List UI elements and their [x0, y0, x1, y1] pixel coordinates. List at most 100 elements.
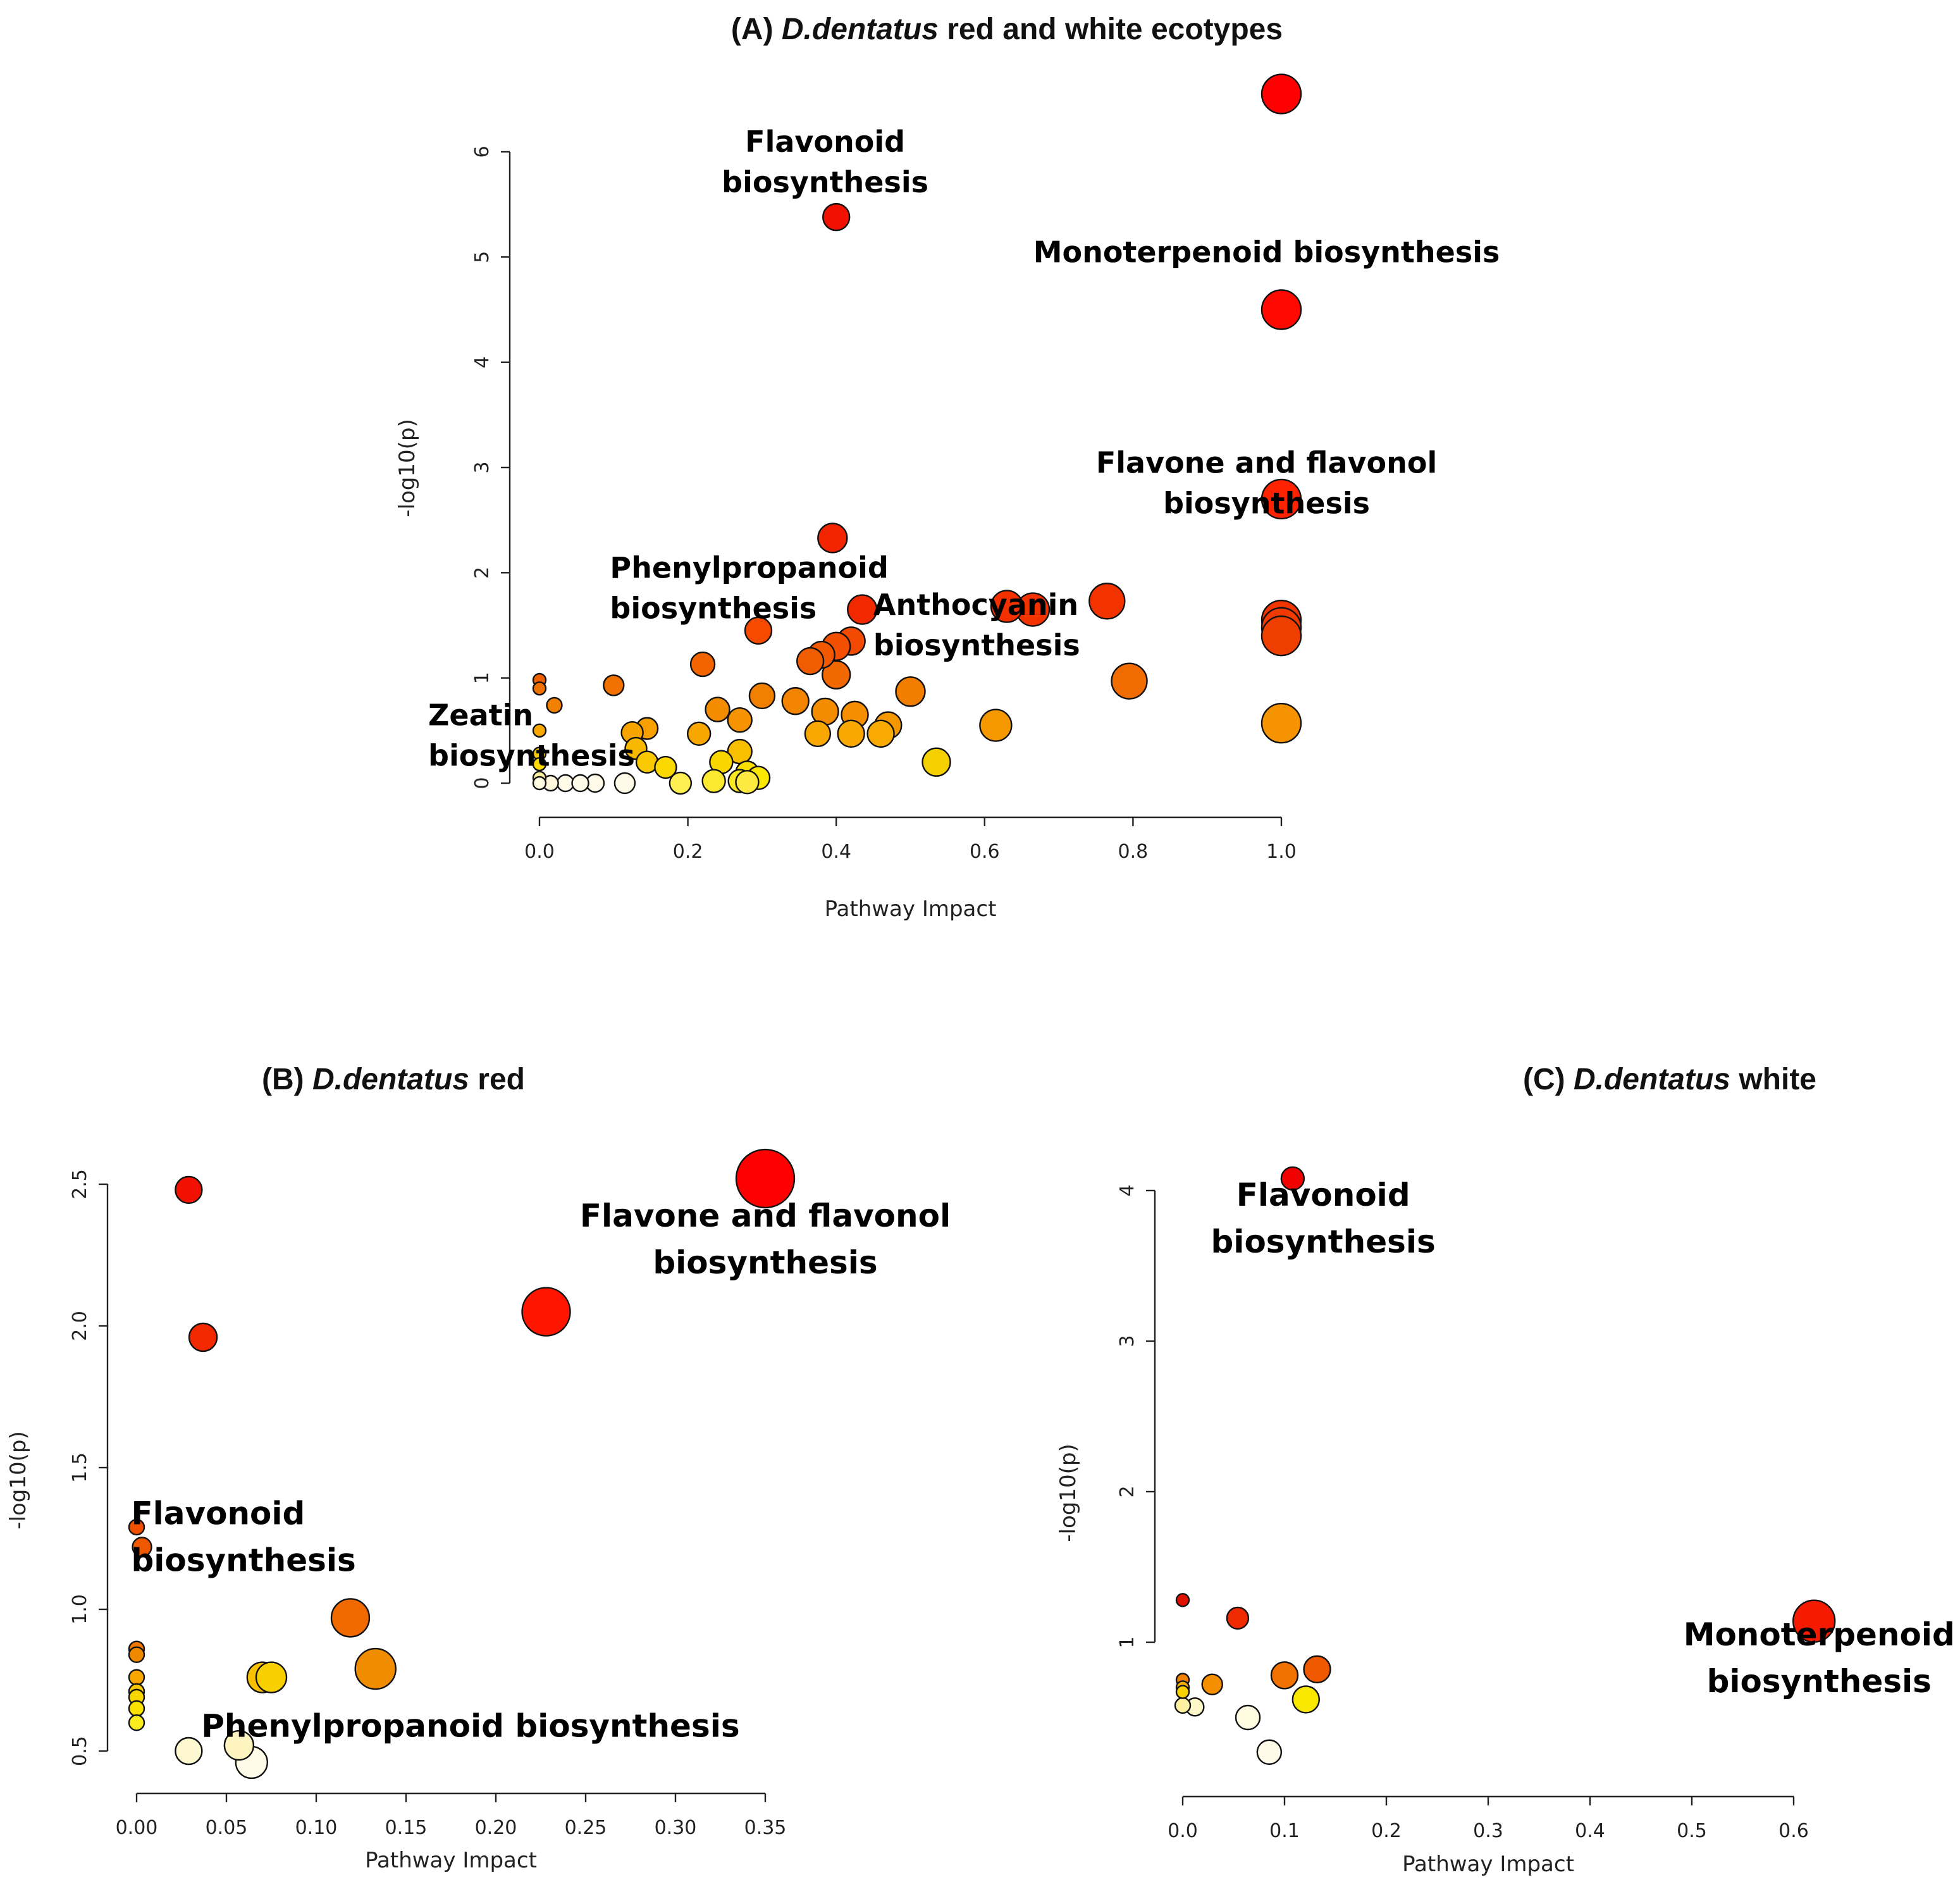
panel-b-x-tick-label: 0.15: [385, 1817, 428, 1839]
panel-b-x-tick-label: 0.20: [475, 1817, 517, 1839]
panel-a-data-point: [1260, 702, 1302, 744]
annotation-line: biosynthesis: [653, 1244, 877, 1281]
panel-a-data-point: [796, 647, 825, 676]
panel-a-x-axis-title: Pathway Impact: [825, 896, 997, 922]
panel-c-x-tick-label: 0.0: [1168, 1820, 1198, 1842]
panel-a-data-point: [866, 719, 895, 748]
panel-c-x-tick-label: 0.5: [1677, 1820, 1707, 1842]
panel-a-y-tick-label: 6: [471, 145, 493, 158]
panel-a-data-point: [532, 757, 547, 772]
panel-b-title: (B) D.dentatus red: [262, 1063, 525, 1096]
panel-a-data-point: [1260, 289, 1302, 330]
annotation-line: biosynthesis: [1707, 1663, 1932, 1700]
panel-c-annotation: Monoterpenoid biosynthesis: [1684, 1616, 1955, 1700]
panel-a-data-point: [895, 676, 926, 707]
panel-b-annotation: Phenylpropanoid biosynthesis: [201, 1708, 739, 1745]
panel-c-y-tick-label: 1: [1116, 1636, 1138, 1648]
panel-a-data-point: [990, 590, 1024, 623]
panel-c-data-point: [1270, 1661, 1299, 1690]
panel-a-annotation: Anthocyanin biosynthesis: [873, 588, 1080, 662]
panel-a-data-point: [1260, 73, 1302, 115]
panel-c-y-tick-label: 3: [1116, 1335, 1138, 1347]
panel-b-data-point: [521, 1287, 571, 1337]
panel-b-y-tick-label: 1.0: [69, 1594, 91, 1625]
panel-c-data-point: [1226, 1606, 1250, 1630]
panel-a-data-point: [735, 770, 760, 795]
panel-b-x-axis-title: Pathway Impact: [365, 1848, 537, 1873]
panel-a-data-point: [532, 681, 547, 696]
panel-a-data-point: [613, 772, 636, 795]
panel-c-axes: 0.0 0.1 0.2 0.3 0.4 0.5 0.6 1 2 3 4 Pathway Impact -…: [1056, 1184, 1809, 1877]
panel-a-data-point: [705, 696, 730, 722]
panel-a-data-point: [979, 709, 1013, 742]
panel-c-annotation: Flavonoid biosynthesis: [1211, 1177, 1436, 1260]
panel-a-y-tick-label: 5: [471, 251, 493, 263]
panel-a-data-point: [532, 776, 547, 791]
panel-b-y-tick-label: 2.0: [69, 1311, 91, 1341]
panel-a-data-point: [822, 202, 851, 232]
panel-c-title: (C) D.dentatus white: [1523, 1063, 1816, 1096]
panel-b-data-point: [128, 1669, 145, 1686]
panel-c-y-tick-label: 2: [1116, 1485, 1138, 1497]
panel-b-data-point: [128, 1714, 145, 1731]
panel-b-x-tick-label: 0.30: [655, 1817, 697, 1839]
panel-b-annotations: Flavone and flavonol biosynthesisFlavonoi…: [131, 1198, 951, 1744]
panel-c-x-tick-label: 0.3: [1473, 1820, 1503, 1842]
panel-a-y-tick-label: 2: [471, 567, 493, 579]
annotation-line: biosynthesis: [722, 165, 928, 199]
panel-a-data-point: [727, 707, 753, 733]
panel-a-data-point: [744, 616, 773, 645]
panel-a-data-point: [837, 719, 865, 748]
panel-a-data-point: [921, 747, 951, 777]
panel-a-data-point: [689, 651, 716, 678]
panel-a-data-point: [603, 674, 625, 696]
annotation-line: Flavonoid: [131, 1495, 305, 1532]
panel-b-chart: (B) D.dentatus red 0.00 0.05 0.10 0.15 0.20 0…: [6, 1063, 951, 1873]
panel-a-x-tick-label: 0.4: [821, 841, 851, 863]
panel-a-x-tick-label: 0.8: [1118, 841, 1149, 863]
panel-b-x-tick-label: 0.05: [206, 1817, 248, 1839]
panel-c-data-point: [1201, 1673, 1223, 1695]
panel-a-data-point: [1260, 478, 1302, 520]
panel-c-data-point: [1174, 1697, 1192, 1714]
panel-a-data-point: [804, 720, 832, 748]
panel-a-data-point: [654, 755, 677, 779]
annotation-line: Flavone and flavonol: [1096, 445, 1437, 480]
panel-c-x-tick-label: 0.1: [1269, 1820, 1300, 1842]
panel-a-annotation: Monoterpenoid biosynthesis: [1033, 235, 1500, 269]
panel-c-bubbles: [1174, 1166, 1836, 1765]
panel-c-data-point: [1256, 1739, 1283, 1765]
panel-a-y-tick-label: 3: [471, 461, 493, 473]
panel-b-x-tick-label: 0.00: [116, 1817, 158, 1839]
panel-c-data-point: [1235, 1704, 1261, 1731]
panel-b-y-tick-label: 2.5: [69, 1169, 91, 1199]
panel-c-chart: (C) D.dentatus white 0.0 0.1 0.2 0.3 0.4 0.5 0…: [1056, 1063, 1955, 1877]
panel-a-data-point: [546, 696, 563, 714]
panel-a-annotation: Zeatin biosynthesis: [428, 698, 635, 773]
panel-b-x-tick-label: 0.10: [295, 1817, 338, 1839]
annotation-line: biosynthesis: [131, 1542, 355, 1579]
panel-b-data-point: [128, 1518, 145, 1536]
annotation-line: Flavonoid: [1236, 1177, 1410, 1213]
panel-a-x-tick-label: 1.0: [1266, 841, 1297, 863]
panel-b-y-tick-label: 0.5: [69, 1736, 91, 1766]
panel-a-annotation: Phenylpropanoid biosynthesis: [610, 551, 888, 626]
panel-a-x-tick-label: 0.2: [673, 841, 703, 863]
panel-a-y-tick-label: 0: [471, 777, 493, 789]
panel-b-y-axis-title: -log10(p): [6, 1431, 31, 1529]
annotation-line: Zeatin: [428, 698, 533, 733]
panel-c-x-tick-label: 0.6: [1778, 1820, 1809, 1842]
panel-a-data-point: [669, 771, 693, 795]
panel-c-x-tick-label: 0.4: [1575, 1820, 1605, 1842]
panel-b-data-point: [223, 1730, 255, 1761]
panel-a-y-tick-label: 1: [471, 672, 493, 684]
panel-b-data-point: [188, 1322, 218, 1352]
panel-c-data-point: [1175, 1593, 1190, 1607]
annotation-line: Phenylpropanoid: [610, 551, 888, 585]
panel-c-y-axis-title: -log10(p): [1056, 1444, 1081, 1542]
panel-b-y-tick-label: 1.5: [69, 1452, 91, 1483]
panel-b-data-point: [128, 1700, 145, 1718]
panel-a-title: (A) D.dentatus red and white ecotypes: [731, 13, 1283, 46]
panel-b-data-point: [175, 1175, 203, 1204]
